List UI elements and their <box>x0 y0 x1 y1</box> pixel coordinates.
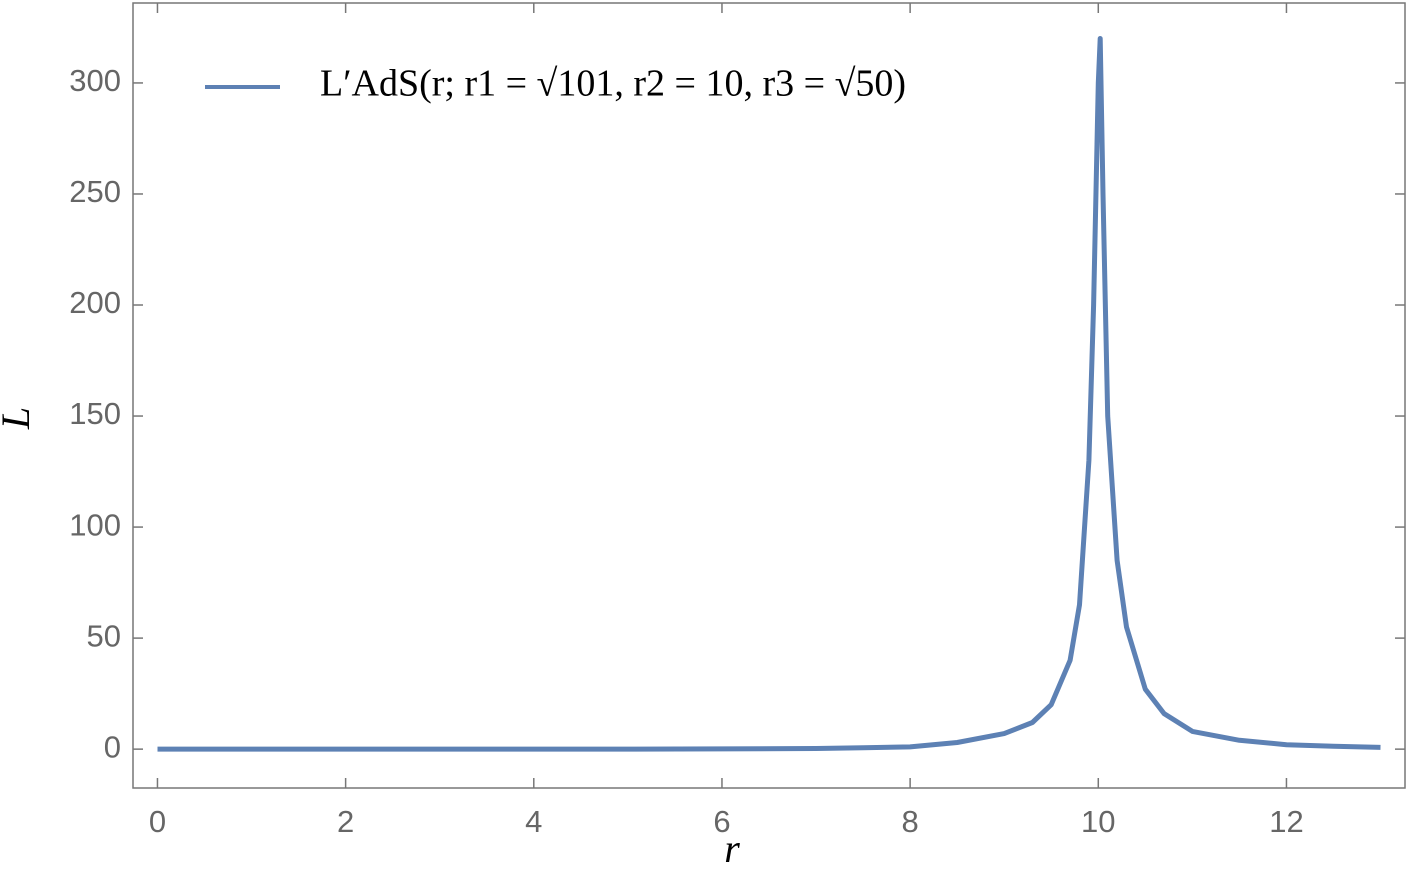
x-axis-label: r <box>724 826 740 869</box>
plot-frame <box>132 2 1406 789</box>
x-tick-label: 0 <box>149 804 166 839</box>
x-tick-label: 8 <box>901 804 918 839</box>
y-tick-label: 0 <box>104 729 121 764</box>
x-tick-label: 6 <box>713 804 730 839</box>
x-tick-label: 12 <box>1269 804 1303 839</box>
y-tick-label: 100 <box>69 507 121 542</box>
data-line <box>157 36 1381 752</box>
x-tick-label: 10 <box>1081 804 1115 839</box>
x-tick-label: 4 <box>525 804 542 839</box>
y-tick-label: 50 <box>87 618 121 653</box>
y-tick-label: 250 <box>69 174 121 209</box>
x-tick-label: 2 <box>337 804 354 839</box>
y-axis-label: L <box>0 407 38 430</box>
y-tick-label: 150 <box>69 396 121 431</box>
y-tick-label: 300 <box>69 63 121 98</box>
legend-label: L′AdS(r; r1 = √101, r2 = 10, r3 = √50) <box>320 63 906 105</box>
y-tick-label: 200 <box>69 285 121 320</box>
